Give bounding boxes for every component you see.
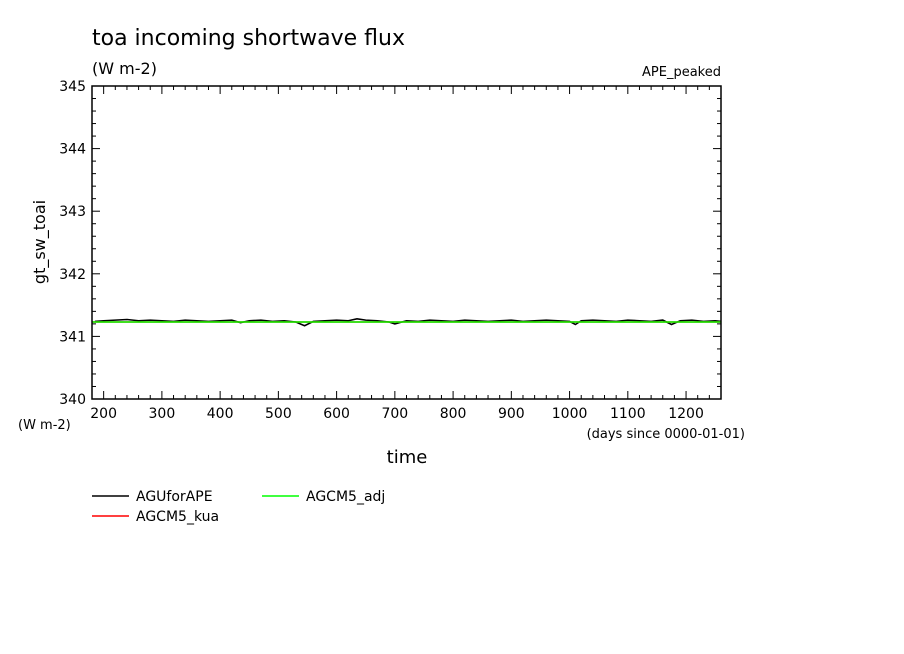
x-tick-label: 600 bbox=[323, 406, 350, 422]
y-tick-label: 341 bbox=[59, 329, 86, 345]
y-axis-units: (W m-2) bbox=[18, 418, 71, 433]
axis-ticks bbox=[91, 85, 722, 400]
x-tick-labels: 200 300 400 500 600 700 800 900 1000 1100 1200 bbox=[90, 406, 704, 422]
legend-label: AGCM5_kua bbox=[136, 509, 219, 525]
series-group bbox=[92, 318, 722, 327]
x-axis-label: time bbox=[387, 447, 428, 468]
x-tick-label: 700 bbox=[381, 406, 408, 422]
x-tick-label: 500 bbox=[265, 406, 292, 422]
y-tick-label: 342 bbox=[59, 267, 86, 283]
chart-title: toa incoming shortwave flux bbox=[92, 26, 405, 51]
y-tick-label: 340 bbox=[59, 392, 86, 408]
y-tick-label: 343 bbox=[59, 204, 86, 220]
legend-label: AGUforAPE bbox=[136, 489, 213, 505]
x-tick-label: 1100 bbox=[610, 406, 646, 422]
x-tick-label: 400 bbox=[207, 406, 234, 422]
x-tick-label: 1200 bbox=[668, 406, 704, 422]
x-axis-units: (days since 0000-01-01) bbox=[587, 427, 745, 442]
y-axis-label: gt_sw_toai bbox=[30, 200, 50, 284]
x-tick-label: 800 bbox=[440, 406, 467, 422]
series-line-aguforape bbox=[94, 318, 722, 327]
x-tick-label: 200 bbox=[90, 406, 117, 422]
experiment-label: APE_peaked bbox=[642, 65, 721, 80]
y-tick-labels: 340 341 342 343 344 345 bbox=[59, 79, 86, 408]
y-tick-label: 344 bbox=[59, 142, 86, 158]
chart-units: (W m-2) bbox=[92, 59, 157, 78]
x-tick-label: 300 bbox=[149, 406, 176, 422]
x-tick-label: 1000 bbox=[552, 406, 588, 422]
legend: AGUforAPE AGCM5_kua AGCM5_adj bbox=[92, 489, 385, 525]
legend-label: AGCM5_adj bbox=[306, 489, 385, 505]
y-tick-label: 345 bbox=[59, 79, 86, 95]
plot-frame bbox=[91, 85, 722, 400]
x-tick-label: 900 bbox=[498, 406, 525, 422]
